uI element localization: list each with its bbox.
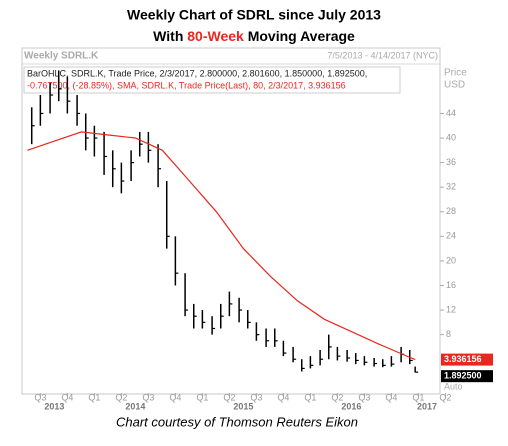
y-tick-label: 40: [446, 132, 456, 142]
y-tick-label: 20: [446, 255, 456, 265]
x-tick-label: Q2: [331, 392, 343, 402]
y-tick-label: 24: [446, 231, 456, 241]
x-tick-label: Q1: [412, 392, 424, 402]
x-tick-label: Q2: [115, 392, 127, 402]
plot-frame: [21, 47, 441, 395]
info-box: [23, 66, 401, 94]
info-line: BarOHLC, SDRL.K, Trade Price, 2/3/2017, …: [27, 68, 367, 78]
x-tick-label: Q1: [88, 392, 100, 402]
y-tick-label: 32: [446, 182, 456, 192]
panel-title: Weekly SDRL.K: [24, 51, 99, 62]
y-tick-label: 12: [446, 304, 456, 314]
sma-last-label: 3.936156: [444, 354, 482, 364]
x-tick-label: Q2: [223, 392, 235, 402]
x-tick-label: Q4: [61, 392, 73, 402]
x-tick-label: Q4: [169, 392, 181, 402]
x-year-label: 2014: [125, 401, 145, 411]
caption: Chart courtesy of Thomson Reuters Eikon: [116, 414, 358, 429]
x-year-label: 2016: [341, 401, 361, 411]
x-tick-label: Q3: [142, 392, 154, 402]
close-last-label: 1.892500: [444, 371, 482, 381]
x-tick-label: Q4: [385, 392, 397, 402]
subtitle-highlight: 80-Week: [187, 28, 244, 44]
date-range: 7/5/2013 - 4/14/2017 (NYC): [327, 50, 438, 60]
y-tick-label: 28: [446, 206, 456, 216]
moving-average-line: [27, 131, 416, 361]
x-year-label: 2015: [233, 401, 253, 411]
x-tick-label: Q1: [304, 392, 316, 402]
x-tick-label: Q3: [358, 392, 370, 402]
y-axis-label: Price: [444, 68, 467, 79]
x-year-label: 2013: [44, 401, 64, 411]
subtitle-part: Moving Average: [244, 28, 355, 44]
x-tick-label: Q3: [250, 392, 262, 402]
info-line: -0.767500, (-28.85%), SMA, SDRL.K, Trade…: [27, 80, 346, 90]
y-axis-label: USD: [444, 80, 465, 91]
y-tick-label: 16: [446, 280, 456, 290]
sma-last-box: [441, 353, 493, 366]
y-tick-label: 8: [446, 329, 451, 339]
subtitle-part: With: [153, 28, 187, 44]
auto-label: Auto: [444, 382, 463, 392]
x-tick-label: Q4: [277, 392, 289, 402]
x-year-label: 2017: [417, 401, 437, 411]
chart-subtitle: With 80-Week Moving Average: [153, 28, 355, 44]
x-tick-label: Q2: [439, 392, 451, 402]
y-tick-label: 44: [446, 108, 456, 118]
x-tick-label: Q1: [196, 392, 208, 402]
y-tick-label: 36: [446, 157, 456, 167]
x-tick-label: Q3: [34, 392, 46, 402]
close-last-box: [441, 370, 493, 383]
chart-title: Weekly Chart of SDRL since July 2013: [127, 7, 381, 23]
